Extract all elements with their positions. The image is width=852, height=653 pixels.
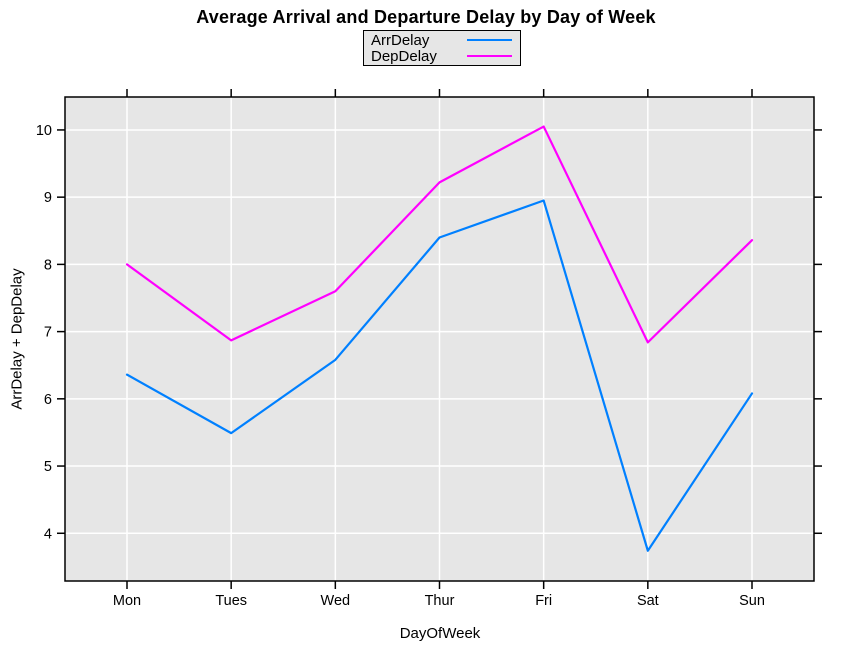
x-tick-label: Wed (321, 593, 351, 609)
chart-title: Average Arrival and Departure Delay by D… (196, 7, 656, 27)
y-tick-label: 4 (44, 526, 52, 542)
legend-box: ArrDelay DepDelay (363, 30, 521, 66)
y-tick-label: 7 (44, 325, 52, 341)
y-tick-label: 5 (44, 459, 52, 475)
legend-item-arrdelay: ArrDelay (371, 31, 513, 49)
y-axis-label: ArrDelay + DepDelay (8, 268, 26, 410)
x-tick-label: Tues (215, 593, 247, 609)
x-axis-label: DayOfWeek (399, 625, 481, 642)
x-tick-label: Thur (425, 593, 455, 609)
x-tick-label: Fri (535, 593, 552, 609)
legend-label-depdelay: DepDelay (371, 47, 437, 65)
plot-border (64, 96, 815, 582)
depdelay-series-line (125, 125, 754, 344)
depdelay-line-swatch (467, 55, 512, 57)
legend-item-depdelay: DepDelay (371, 47, 513, 65)
arrdelay-line-swatch (467, 39, 512, 41)
arrdelay-series-line (125, 199, 754, 552)
y-tick-label: 8 (44, 257, 52, 273)
y-tick-label: 6 (44, 392, 52, 408)
x-tick-label: Mon (113, 593, 141, 609)
y-tick-label: 10 (36, 123, 52, 139)
y-tick-label: 9 (44, 190, 52, 206)
x-tick-label: Sat (637, 593, 659, 609)
x-tick-label: Sun (739, 593, 765, 609)
legend-label-arrdelay: ArrDelay (371, 31, 430, 49)
